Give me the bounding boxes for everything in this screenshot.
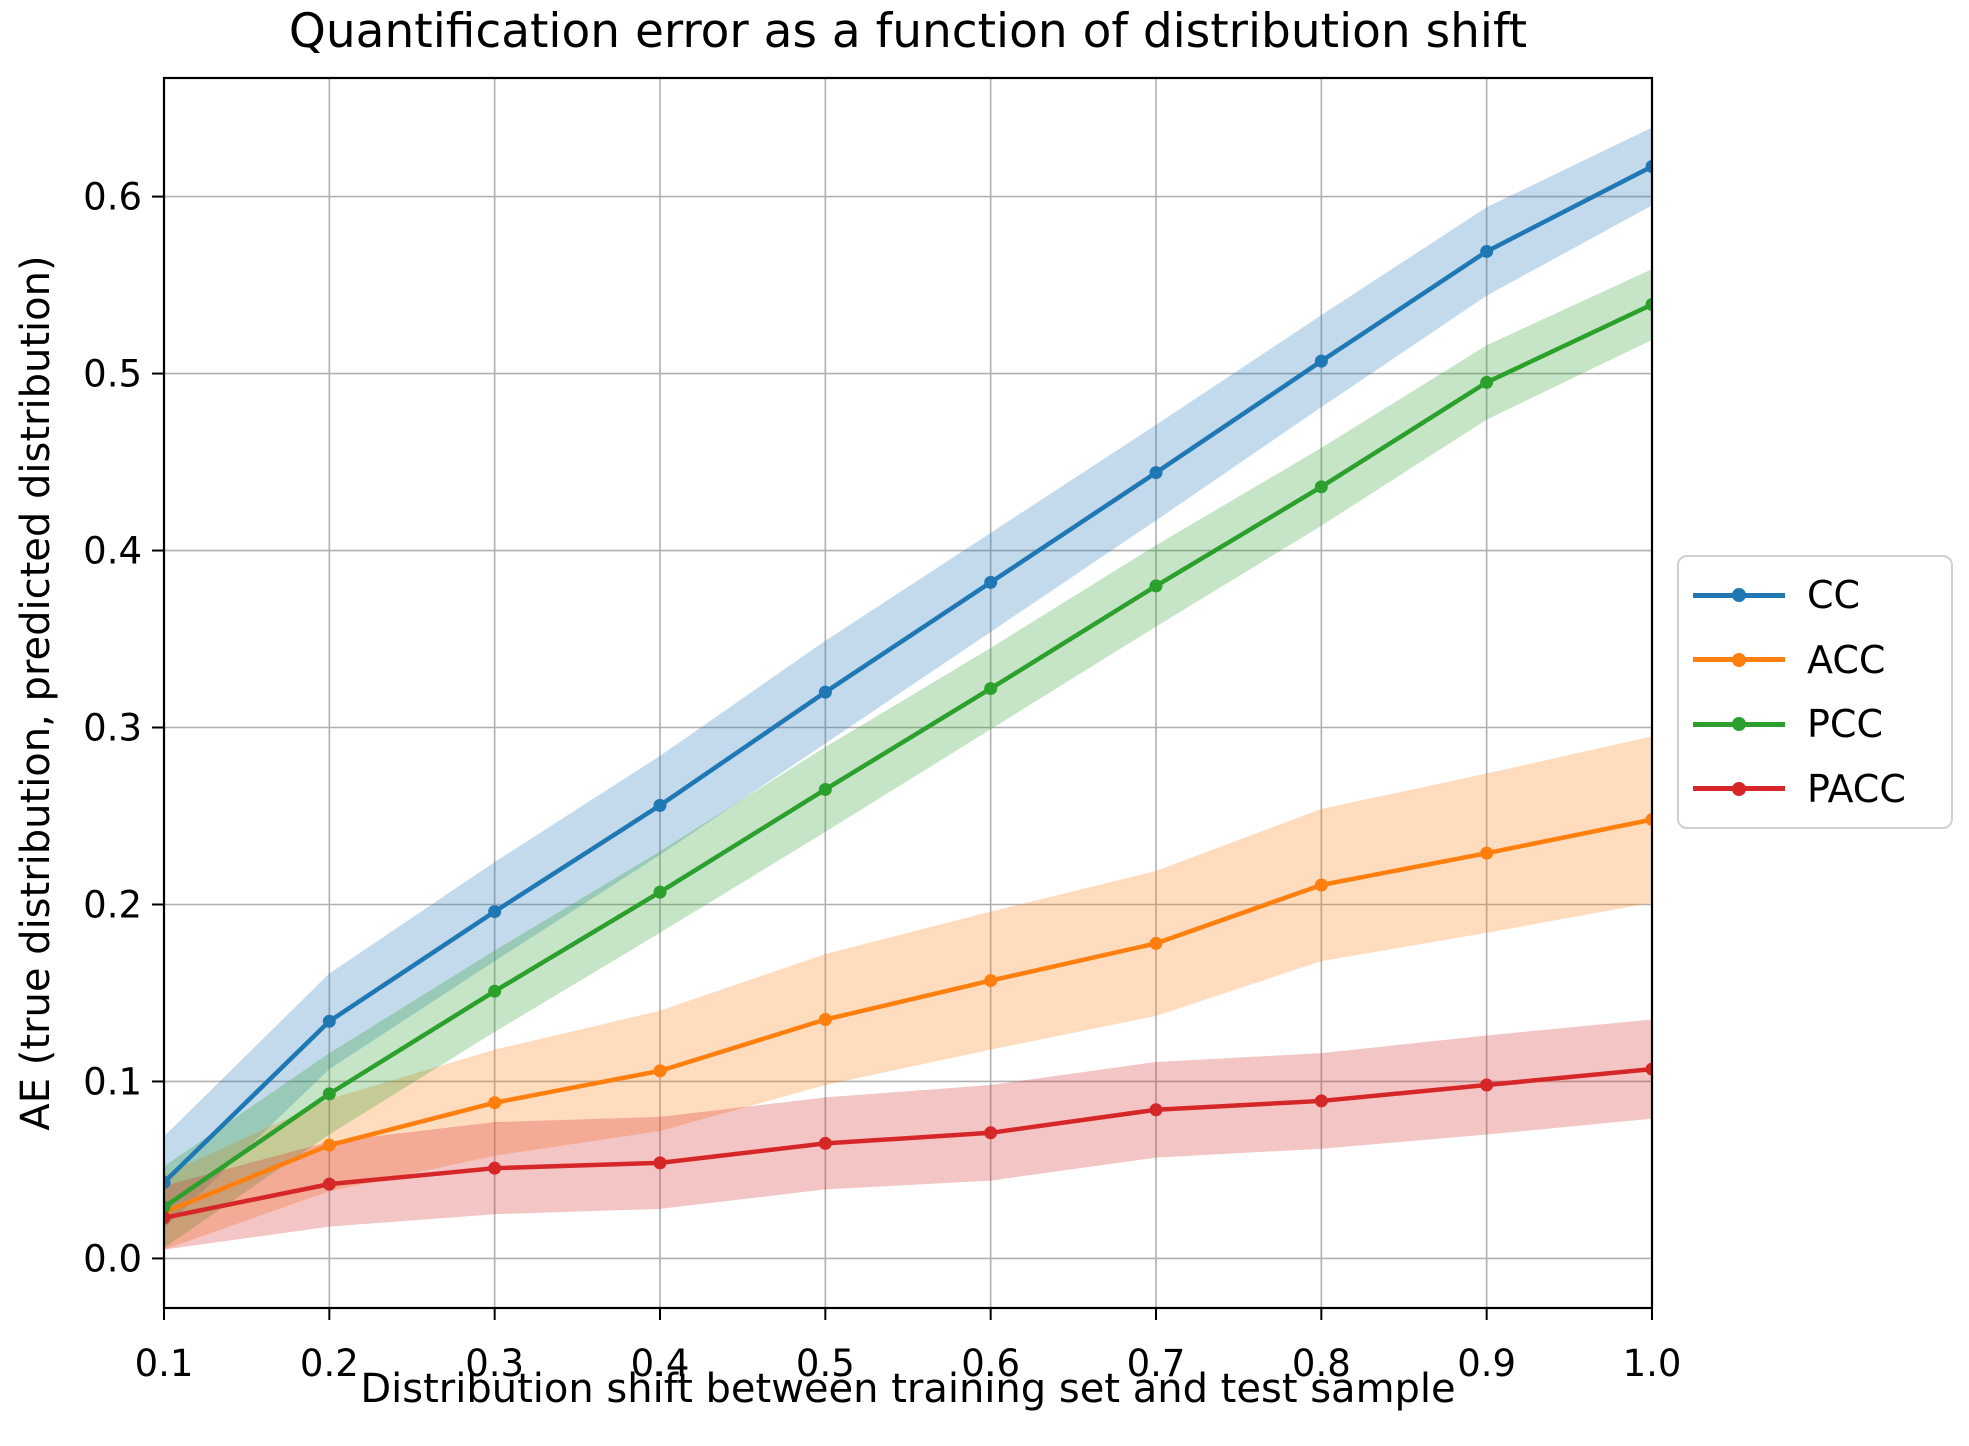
data-point-PCC xyxy=(653,885,667,899)
y-tick-label: 0.0 xyxy=(83,1237,142,1280)
series-line-CC xyxy=(164,164,1652,1184)
series-line-PCC xyxy=(164,302,1652,1209)
axis-ticks: 0.1 0.2 0.3 0.4 0.5 0.6 0.7 0.8 0.9 1.0 0.0 0.1 0.2 0… xyxy=(83,176,1681,1385)
data-point-PCC xyxy=(1314,480,1328,494)
legend-item: CC xyxy=(1693,563,1951,628)
data-point-ACC xyxy=(1480,846,1494,860)
x-tick-label: 0.8 xyxy=(1292,1342,1351,1385)
x-tick-label: 1.0 xyxy=(1623,1342,1682,1385)
y-tick-label: 0.1 xyxy=(83,1060,142,1103)
data-point-ACC xyxy=(1149,936,1163,950)
data-point-CC xyxy=(488,905,502,919)
data-point-CC xyxy=(1480,244,1494,258)
x-tick-label: 0.7 xyxy=(1127,1342,1186,1385)
data-point-ACC xyxy=(653,1064,667,1078)
data-point-PACC xyxy=(488,1161,502,1175)
data-point-PACC xyxy=(653,1156,667,1170)
data-point-PCC xyxy=(1645,298,1652,312)
x-tick-label: 0.6 xyxy=(961,1342,1020,1385)
series-group xyxy=(164,127,1652,1250)
x-axis-label: Distribution shift between training set … xyxy=(360,1366,1456,1412)
y-tick-label: 0.2 xyxy=(83,883,142,926)
legend-line-swatch xyxy=(1693,781,1785,796)
legend-marker-dot xyxy=(1732,652,1746,667)
x-tick-label: 0.5 xyxy=(796,1342,855,1385)
y-tick-label: 0.6 xyxy=(83,176,142,219)
y-tick-label: 0.4 xyxy=(83,530,142,573)
series-line-PACC xyxy=(164,1066,1652,1220)
legend-label: PCC xyxy=(1807,702,1883,747)
data-point-PCC xyxy=(1480,375,1494,389)
legend-marker-dot xyxy=(1732,717,1746,732)
chart-title: Quantification error as a function of di… xyxy=(288,4,1528,59)
confidence-band-ACC xyxy=(164,736,1652,1250)
series-line-ACC xyxy=(164,817,1652,1215)
data-point-CC xyxy=(164,1175,171,1189)
x-tick-label: 0.1 xyxy=(135,1342,194,1385)
data-point-PCC xyxy=(1149,579,1163,593)
data-point-PCC xyxy=(984,682,998,696)
legend: CC ACC PCC PACC xyxy=(1677,555,1953,829)
data-point-CC xyxy=(653,798,667,812)
legend-label: ACC xyxy=(1807,637,1886,682)
data-point-PACC xyxy=(1645,1062,1652,1076)
x-tick-label: 0.9 xyxy=(1457,1342,1516,1385)
confidence-band-PACC xyxy=(164,1019,1652,1250)
x-tick-label: 0.3 xyxy=(465,1342,524,1385)
data-point-CC xyxy=(1645,159,1652,173)
legend-item: ACC xyxy=(1693,628,1951,693)
confidence-band-CC xyxy=(164,127,1652,1229)
data-point-PACC xyxy=(1149,1103,1163,1117)
plot-area xyxy=(164,78,1652,1308)
data-point-ACC xyxy=(322,1138,336,1152)
data-point-PACC xyxy=(1480,1078,1494,1092)
data-point-ACC xyxy=(488,1096,502,1110)
y-axis-label: AE (true distribution, predicted distrib… xyxy=(13,255,59,1131)
data-point-CC xyxy=(322,1014,336,1028)
legend-marker-dot xyxy=(1732,781,1746,796)
data-point-ACC xyxy=(984,974,998,988)
legend-label: PACC xyxy=(1807,766,1906,811)
data-point-PACC xyxy=(322,1177,336,1191)
legend-label: CC xyxy=(1807,573,1861,618)
data-point-PACC xyxy=(1314,1094,1328,1108)
data-point-PCC xyxy=(488,984,502,998)
legend-item: PACC xyxy=(1693,757,1951,822)
data-point-PACC xyxy=(164,1211,171,1225)
data-point-ACC xyxy=(818,1013,832,1027)
y-tick-label: 0.5 xyxy=(83,353,142,396)
data-point-CC xyxy=(818,685,832,699)
data-point-ACC xyxy=(1645,813,1652,827)
data-point-PCC xyxy=(164,1200,171,1214)
data-point-ACC xyxy=(1314,878,1328,892)
legend-marker-dot xyxy=(1732,588,1746,603)
legend-line-swatch xyxy=(1693,717,1785,732)
x-tick-label: 0.2 xyxy=(300,1342,359,1385)
data-point-PCC xyxy=(818,782,832,796)
data-point-CC xyxy=(1314,354,1328,368)
data-point-PACC xyxy=(984,1126,998,1140)
data-point-PCC xyxy=(322,1087,336,1101)
axes-spines xyxy=(162,76,1654,1310)
legend-line-swatch xyxy=(1693,652,1785,667)
data-point-CC xyxy=(1149,466,1163,480)
legend-line-swatch xyxy=(1693,588,1785,603)
data-point-CC xyxy=(984,575,998,589)
y-tick-label: 0.3 xyxy=(83,707,142,750)
x-tick-label: 0.4 xyxy=(631,1342,690,1385)
data-point-PACC xyxy=(818,1136,832,1150)
legend-item: PCC xyxy=(1693,692,1951,757)
